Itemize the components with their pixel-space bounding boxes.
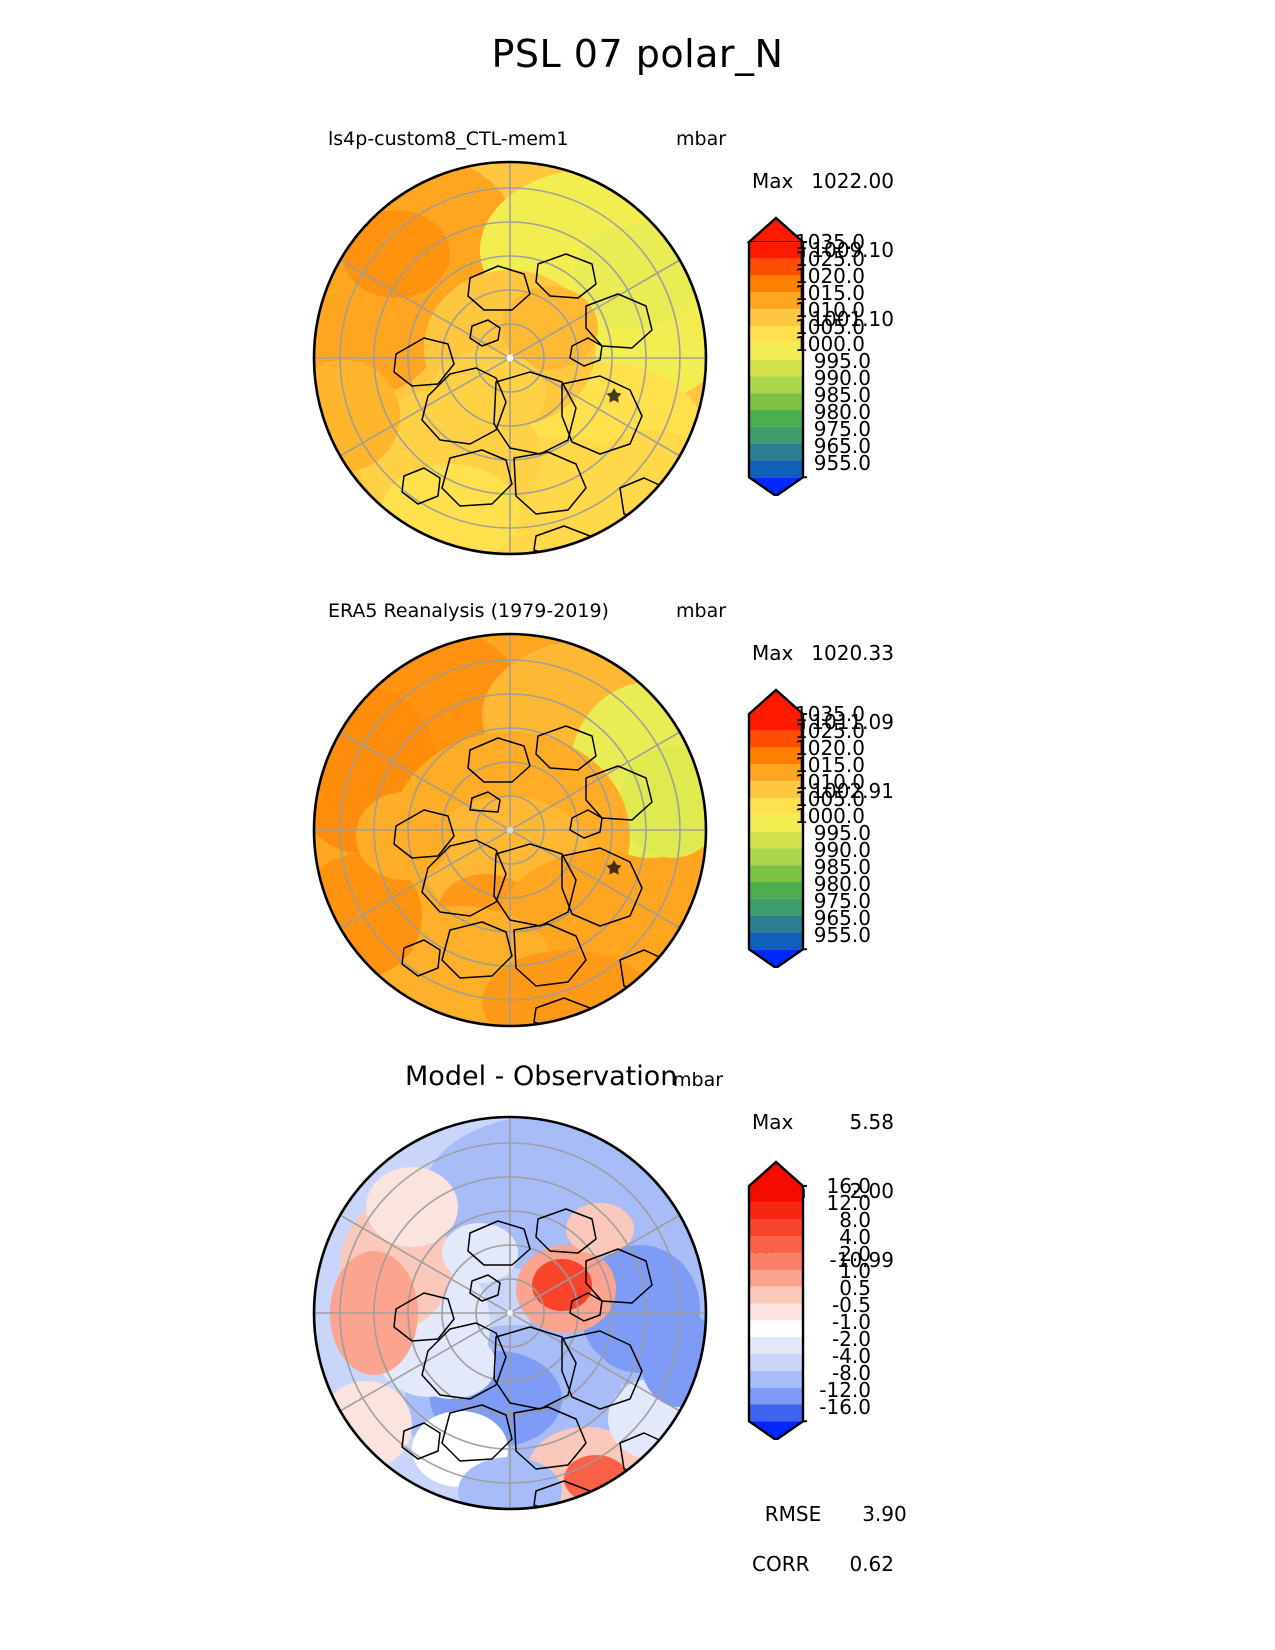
stat-value: 1009.10 [811, 238, 894, 262]
cbar-tick: 1010.0 [795, 298, 865, 322]
stat-value: 1002.91 [811, 779, 894, 803]
cbar-tick: 0.5 [839, 1276, 871, 1300]
cbar-tick: 990.0 [813, 366, 871, 390]
cbar-tick: -12.0 [819, 1378, 871, 1402]
cbar-tick: 1005.0 [795, 315, 865, 339]
cbar-tick: -1.0 [831, 1310, 871, 1334]
cbar-tick: 1020.0 [795, 264, 865, 288]
cbar-tick: 1015.0 [795, 281, 865, 305]
cbar-tick: 985.0 [813, 855, 871, 879]
cbar-tick: 1020.0 [795, 736, 865, 760]
cbar-tick: -8.0 [831, 1361, 871, 1385]
colorbar-observation: 1035.0 1025.0 1020.0 1015.0 1010.0 1005.… [745, 678, 871, 972]
cbar-tick: 995.0 [813, 349, 871, 373]
cbar-tick: 12.0 [826, 1191, 871, 1215]
cbar-tick: 2.0 [839, 1242, 871, 1266]
stat-key: Max [752, 641, 794, 665]
cbar-tick: 980.0 [813, 400, 871, 424]
unit-label-model: mbar [676, 128, 727, 150]
cbar-tick: 1025.0 [795, 719, 865, 743]
cbar-tick: 965.0 [813, 434, 871, 458]
cbar-tick: 965.0 [813, 906, 871, 930]
cbar-tick: 16.0 [826, 1174, 871, 1198]
cbar-tick: 1035.0 [795, 702, 865, 726]
footer-key: CORR [752, 1552, 810, 1576]
cbar-tick: 955.0 [813, 451, 871, 475]
unit-label-difference: mbar [673, 1069, 724, 1091]
panel-label-model: ls4p-custom8_CTL-mem1 [328, 128, 569, 150]
stat-value: 5.58 [849, 1110, 894, 1134]
stat-key: Max [752, 1110, 794, 1134]
stat-value: 1001.10 [811, 307, 894, 331]
cbar-tick: 4.0 [839, 1225, 871, 1249]
cbar-tick: 980.0 [813, 872, 871, 896]
stat-value: 1020.33 [811, 641, 894, 665]
cbar-tick: -16.0 [819, 1395, 871, 1419]
footer-value: 0.62 [849, 1552, 894, 1576]
colorbar-difference: 16.0 12.0 8.0 4.0 2.0 1.0 0.5 -0.5 -1.0 … [745, 1150, 871, 1444]
cbar-tick: 975.0 [813, 417, 871, 441]
cbar-tick: 8.0 [839, 1208, 871, 1232]
cbar-tick: 1000.0 [795, 804, 865, 828]
footer-skill-scores: RMSE 3.90 CORR 0.62 [752, 1477, 907, 1602]
panel-label-observation: ERA5 Reanalysis (1979-2019) [328, 600, 609, 622]
cbar-tick: 975.0 [813, 889, 871, 913]
panel-label-difference: Model - Observation [405, 1061, 678, 1092]
colorbar-model: 1035.0 1025.0 1020.0 1015.0 1010.0 1005.… [745, 206, 871, 500]
cbar-tick: 1025.0 [795, 247, 865, 271]
stat-value: -2.00 [842, 1179, 894, 1203]
polar-map-model [300, 158, 720, 562]
cbar-tick: 995.0 [813, 821, 871, 845]
stat-value: 1011.09 [811, 710, 894, 734]
cbar-tick: 1035.0 [795, 230, 865, 254]
stat-key: Max [752, 169, 794, 193]
page-title: PSL 07 polar_N [491, 32, 784, 76]
cbar-tick: 1005.0 [795, 787, 865, 811]
cbar-tick: 1015.0 [795, 753, 865, 777]
cbar-tick: 1010.0 [795, 770, 865, 794]
polar-map-difference [300, 1113, 720, 1517]
cbar-tick: 1.0 [839, 1259, 871, 1283]
cbar-tick: -2.0 [831, 1327, 871, 1351]
cbar-tick: 955.0 [813, 923, 871, 947]
footer-key: RMSE [764, 1502, 822, 1526]
polar-map-observation [300, 630, 720, 1034]
cbar-tick: 1000.0 [795, 332, 865, 356]
cbar-tick: -4.0 [831, 1344, 871, 1368]
unit-label-observation: mbar [676, 600, 727, 622]
stat-value: -10.99 [829, 1248, 894, 1272]
cbar-tick: -0.5 [831, 1293, 871, 1317]
stat-value: 1022.00 [811, 169, 894, 193]
footer-value: 3.90 [862, 1502, 907, 1526]
cbar-tick: 990.0 [813, 838, 871, 862]
cbar-tick: 985.0 [813, 383, 871, 407]
